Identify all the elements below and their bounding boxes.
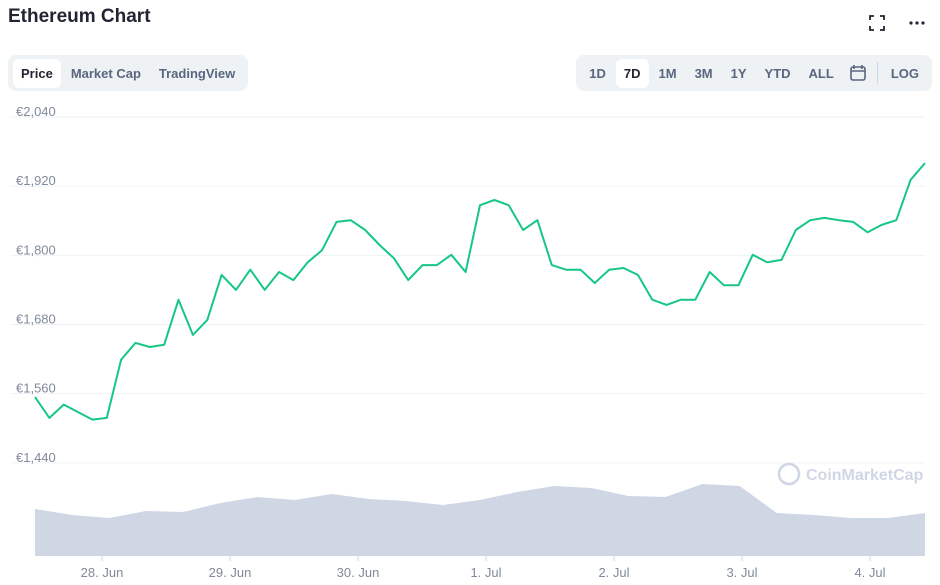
range-button[interactable]: 3M [694,65,713,81]
price-line [34,162,926,421]
log-button[interactable]: LOG [890,65,919,81]
y-tick-label: €1,920 [16,173,56,188]
range-button[interactable]: ALL [808,65,834,81]
range-button[interactable]: YTD [764,65,791,81]
x-tick-label: 1. Jul [470,565,501,580]
y-tick-label: €1,560 [16,381,56,396]
x-tick-label: 3. Jul [726,565,757,580]
tab[interactable]: Market Cap [70,65,141,81]
x-tick-label: 30. Jun [337,565,380,580]
fullscreen-icon[interactable] [868,14,886,32]
x-tick-label: 4. Jul [854,565,885,580]
range-button[interactable]: 7D [615,58,649,88]
y-tick-label: €1,800 [16,242,56,257]
range-group: 1D 7D 1M 3M 1Y YTD ALL LOG [576,55,932,91]
x-tick-label: 28. Jun [81,565,124,580]
tab[interactable]: TradingView [158,65,236,81]
y-tick-label: €2,040 [16,104,56,119]
calendar-icon[interactable] [843,64,873,82]
y-tick-label: €1,680 [16,312,56,327]
range-button[interactable]: 1D [589,65,606,81]
chart-title: Ethereum Chart [8,6,151,27]
range-button[interactable]: 1M [658,65,677,81]
separator [876,62,878,84]
toolbar-icons [868,14,926,32]
range-button[interactable]: 1Y [730,65,747,81]
tab[interactable]: Price [13,58,61,88]
x-tick-label: 29. Jun [209,565,252,580]
y-tick-label: €1,440 [16,450,56,465]
volume-area [35,484,925,556]
watermark: CoinMarketCap [806,467,924,484]
more-icon[interactable] [908,14,926,32]
tab-group: Price Market Cap TradingView [8,55,249,91]
watermark-logo [777,462,801,486]
x-tick-label: 2. Jul [598,565,629,580]
